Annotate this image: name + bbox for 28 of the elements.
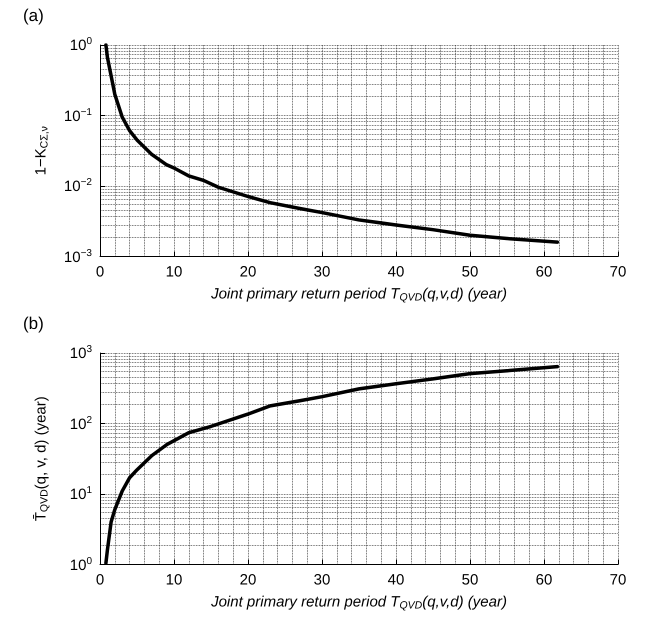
x-tick-label: 70 <box>610 572 626 588</box>
x-tick-label: 70 <box>610 264 626 280</box>
x-tick-label: 50 <box>462 264 478 280</box>
y-tick-label: 10$^{−1}$ <box>64 106 92 124</box>
chart-title: (a) <box>23 6 44 25</box>
x-tick-label: 10 <box>166 572 182 588</box>
y-tick-label: 10$^{−2}$ <box>64 177 92 195</box>
x-tick-label: 20 <box>240 264 256 280</box>
x-tick-label: 30 <box>314 264 330 280</box>
x-tick-label: 50 <box>462 572 478 588</box>
x-tick-label: 40 <box>388 264 404 280</box>
y-axis-title: 1−KCΣ,ν <box>32 126 50 176</box>
x-tick-label: 60 <box>536 264 552 280</box>
x-tick-label: 20 <box>240 572 256 588</box>
x-tick-label: 10 <box>166 264 182 280</box>
y-tick-label: 10$^{0}$ <box>70 556 92 574</box>
y-tick-label: 10$^{0}$ <box>70 36 92 54</box>
y-axis-title: T̄QVD(q, v, d) (year) <box>32 396 50 522</box>
x-tick-label: 30 <box>314 572 330 588</box>
chart-title: (b) <box>23 314 44 333</box>
y-tick-label: 10$^{3}$ <box>70 344 92 362</box>
x-tick-label: 40 <box>388 572 404 588</box>
x-tick-label: 60 <box>536 572 552 588</box>
x-tick-label: 0 <box>96 572 104 588</box>
y-tick-label: 10$^{−3}$ <box>64 248 92 266</box>
y-tick-label: 10$^{2}$ <box>70 414 92 432</box>
y-tick-label: 10$^{1}$ <box>70 485 92 503</box>
x-tick-label: 0 <box>96 264 104 280</box>
